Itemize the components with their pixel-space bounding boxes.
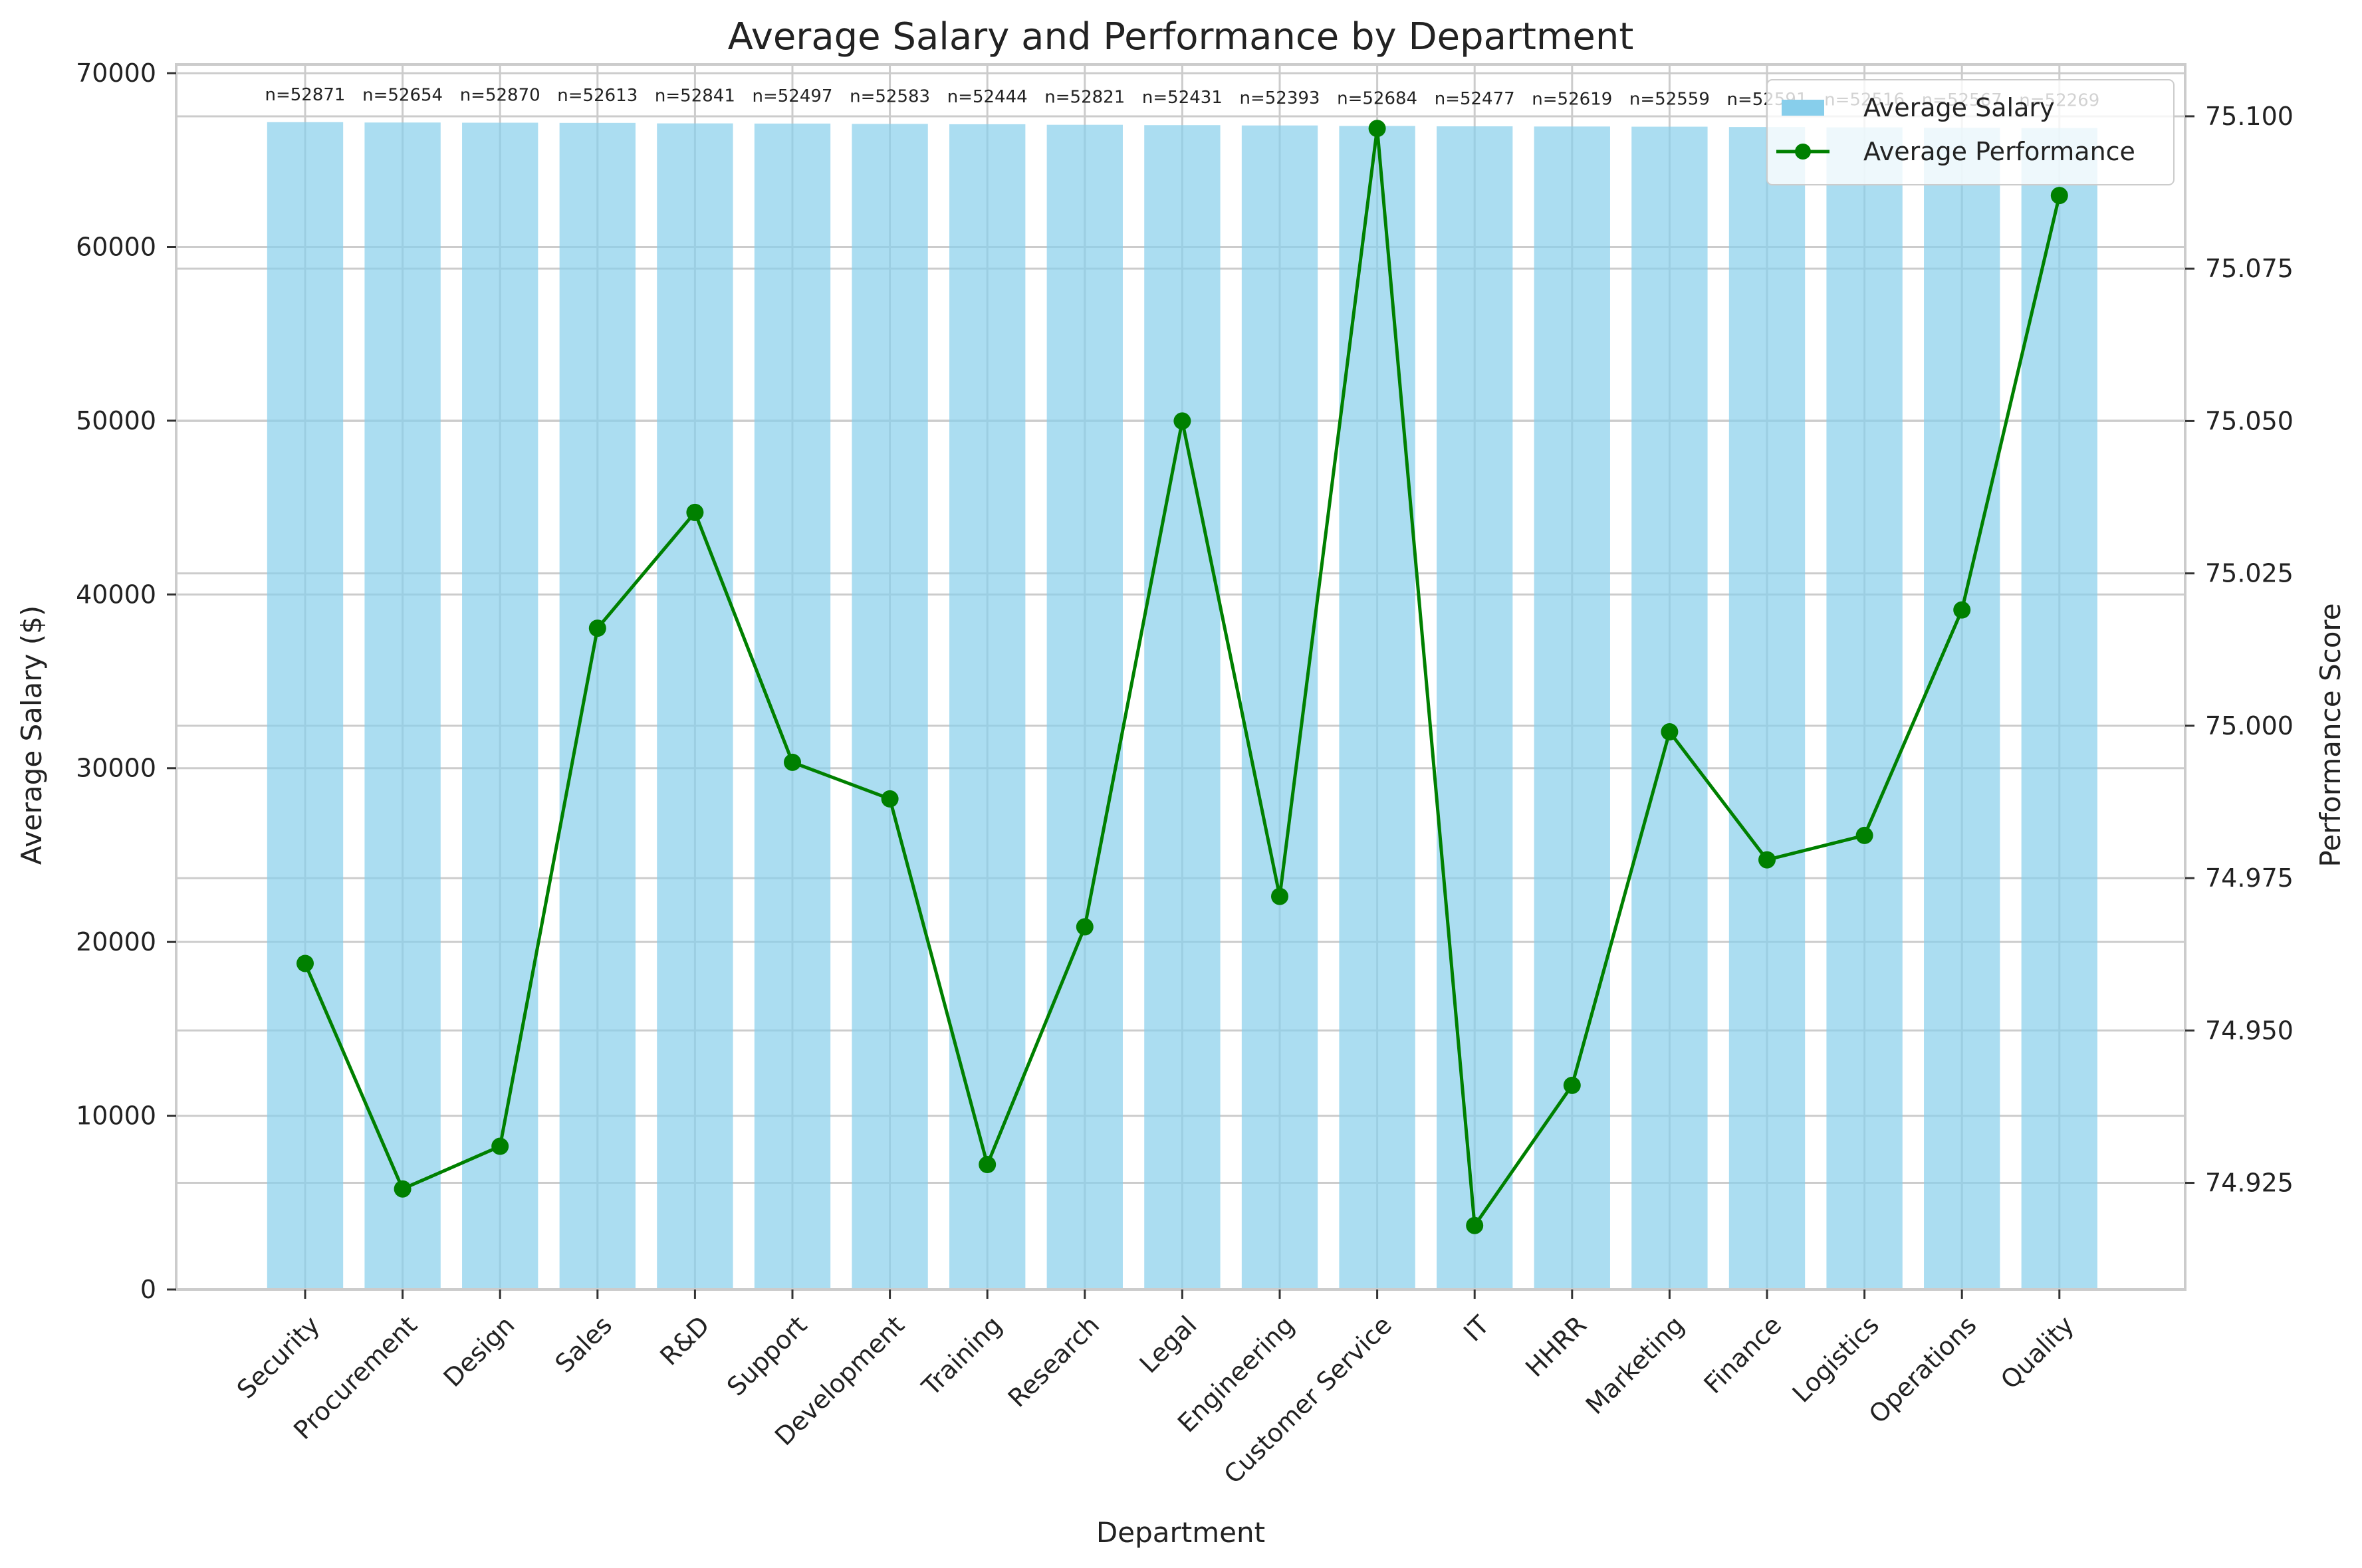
legend-box (1766, 79, 2175, 185)
salary-bar (267, 122, 344, 1290)
y-tick-label: 10000 (76, 1101, 156, 1131)
count-label: n=52821 (1044, 88, 1125, 108)
y-tick-label: 0 (140, 1275, 156, 1304)
performance-marker (979, 1156, 997, 1174)
y2-axis-label: Performance Score (2314, 603, 2347, 867)
performance-marker (1076, 918, 1094, 936)
y2-tick-label: 75.000 (2205, 711, 2294, 740)
salary-bar (657, 123, 733, 1289)
x-axis-label: Department (1096, 1516, 1265, 1549)
salary-bar (1826, 127, 1903, 1290)
y2-tick-label: 74.975 (2205, 863, 2294, 893)
salary-bar (2021, 128, 2097, 1289)
performance-marker (686, 503, 704, 521)
performance-marker (588, 619, 606, 637)
performance-marker (394, 1180, 412, 1198)
salary-bar (949, 124, 1026, 1289)
performance-marker (1173, 412, 1191, 430)
performance-marker (1368, 120, 1386, 138)
salary-bar (1241, 125, 1318, 1290)
line-series (296, 120, 2068, 1234)
legend-label-salary: Average Salary (1863, 93, 2055, 122)
count-label: n=52684 (1337, 89, 1417, 109)
count-label: n=52444 (947, 87, 1028, 107)
count-label: n=52841 (655, 86, 735, 106)
legend-swatch-salary (1782, 100, 1824, 116)
count-label: n=52613 (557, 86, 638, 106)
y2-tick-label: 75.025 (2205, 559, 2294, 588)
y2-tick-label: 74.925 (2205, 1169, 2294, 1198)
performance-marker (784, 753, 801, 771)
y2-tick-label: 74.950 (2205, 1016, 2294, 1045)
salary-bar (1339, 126, 1415, 1290)
bar-series (267, 122, 2097, 1290)
y-tick-label: 20000 (76, 927, 156, 956)
count-label: n=52619 (1532, 89, 1612, 109)
performance-marker (491, 1137, 509, 1155)
performance-marker (1271, 887, 1288, 905)
salary-bar (1144, 125, 1221, 1290)
performance-marker (1661, 723, 1679, 741)
count-label: n=52654 (362, 85, 443, 105)
count-label: n=52431 (1142, 88, 1223, 108)
salary-bar (462, 122, 538, 1289)
legend-swatch-performance-marker (1795, 144, 1811, 160)
performance-marker (1758, 851, 1776, 869)
y-tick-label: 40000 (76, 580, 156, 609)
performance-marker (1953, 601, 1971, 619)
y2-tick-label: 75.075 (2205, 254, 2294, 283)
performance-marker (2050, 187, 2068, 205)
salary-bar (559, 122, 636, 1290)
salary-bar (1046, 124, 1123, 1290)
y-axis-label: Average Salary ($) (15, 606, 48, 865)
salary-bar (1728, 127, 1806, 1290)
y-tick-label: 70000 (76, 58, 156, 88)
performance-marker (1563, 1076, 1581, 1094)
plot-border (175, 63, 2186, 1291)
legend-label-performance: Average Performance (1863, 137, 2135, 166)
count-label: n=52870 (460, 86, 540, 106)
y-tick-label: 60000 (76, 232, 156, 261)
y-tick-label: 50000 (76, 406, 156, 435)
y2-tick-label: 75.100 (2205, 102, 2294, 131)
y-tick-label: 30000 (76, 754, 156, 783)
count-label: n=52497 (753, 86, 833, 106)
salary-bar (1437, 126, 1513, 1290)
performance-marker (296, 954, 314, 972)
salary-bar (852, 124, 928, 1289)
salary-bar (364, 122, 441, 1290)
plot-frame (175, 63, 2186, 1291)
salary-bar (1631, 126, 1708, 1290)
count-label: n=52559 (1629, 90, 1710, 110)
count-label: n=52583 (850, 86, 930, 106)
salary-bar (754, 123, 831, 1289)
count-label: n=52477 (1435, 89, 1515, 109)
count-label: n=52871 (265, 85, 346, 105)
performance-marker (1466, 1216, 1484, 1234)
y2-tick-label: 75.050 (2205, 406, 2294, 435)
salary-bar (1924, 128, 2000, 1290)
chart-title: Average Salary and Performance by Depart… (728, 15, 1634, 58)
count-label: n=52393 (1240, 88, 1320, 108)
performance-marker (1855, 826, 1873, 844)
salary-bar (1534, 126, 1610, 1289)
performance-marker (881, 790, 899, 808)
legend: Average Salary Average Performance (1766, 79, 2175, 185)
